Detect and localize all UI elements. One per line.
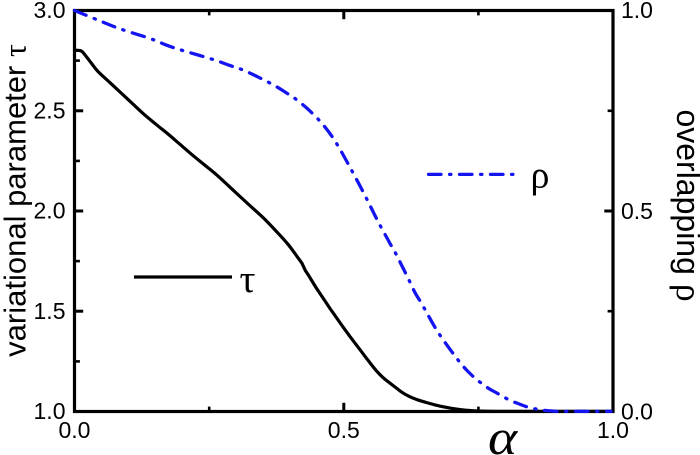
svg-text:1.0: 1.0 <box>621 0 653 23</box>
svg-text:0.5: 0.5 <box>621 198 653 224</box>
svg-text:3.0: 3.0 <box>34 0 66 23</box>
svg-text:overlapping ρ: overlapping ρ <box>669 109 700 301</box>
svg-text:1.0: 1.0 <box>34 398 66 424</box>
svg-text:2.5: 2.5 <box>34 98 66 124</box>
svg-text:1.5: 1.5 <box>34 298 66 324</box>
svg-text:2.0: 2.0 <box>34 198 66 224</box>
svg-text:variational parameter τ: variational parameter τ <box>0 44 33 357</box>
svg-text:0.5: 0.5 <box>328 417 360 443</box>
svg-text:1.0: 1.0 <box>597 417 629 443</box>
svg-text:τ: τ <box>240 257 256 301</box>
svg-text:0.0: 0.0 <box>621 398 653 424</box>
svg-text:0.0: 0.0 <box>59 417 91 443</box>
svg-text:α: α <box>488 410 518 455</box>
svg-text:ρ: ρ <box>531 155 550 197</box>
